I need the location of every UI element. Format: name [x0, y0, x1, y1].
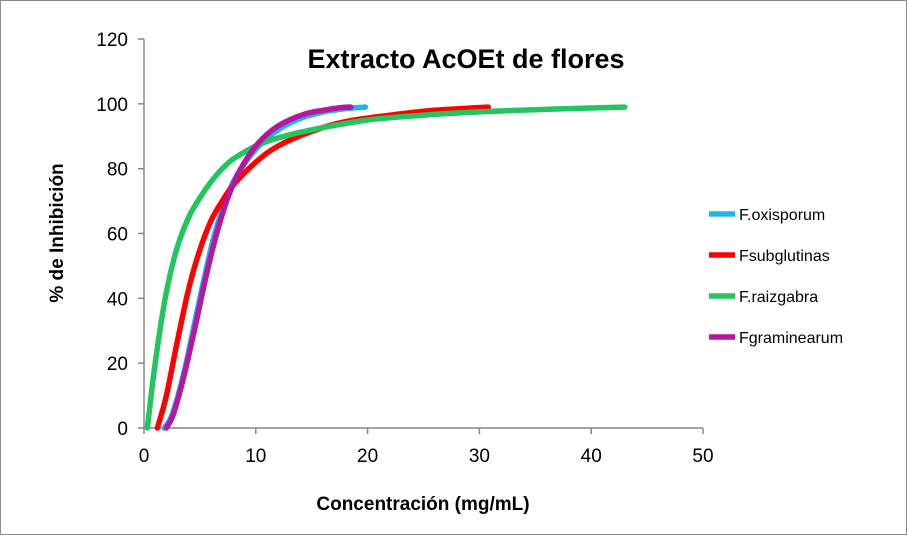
axes: 0 20 40 60 80 100 120 0 10 20 30 40 50 [96, 30, 713, 467]
series-line-2 [144, 104, 628, 431]
x-tick-label: 50 [692, 446, 713, 467]
x-tick-label: 40 [581, 446, 602, 467]
series-line-3 [163, 104, 354, 431]
curves [144, 104, 628, 431]
y-tick-label: 40 [107, 289, 128, 310]
y-tick-label: 0 [117, 419, 128, 440]
legend-label-2: F.raizgabra [739, 289, 818, 306]
chart-title: Extracto AcOEt de flores [307, 44, 624, 74]
x-tick-label: 20 [357, 446, 378, 467]
x-tick-label: 0 [139, 446, 150, 467]
y-tick-label: 20 [107, 354, 128, 375]
y-tick-label: 80 [107, 160, 128, 181]
legend: F.oxisporum Fsubglutinas F.raizgabra Fgrami… [709, 207, 843, 347]
y-tick-label: 100 [96, 95, 128, 116]
x-axis-title: Concentración (mg/mL) [316, 494, 529, 515]
y-tick-label: 120 [96, 30, 128, 51]
y-tick-label: 60 [107, 225, 128, 246]
x-tick-label: 10 [245, 446, 266, 467]
x-tick-label: 30 [469, 446, 490, 467]
legend-label-0: F.oxisporum [739, 207, 825, 224]
legend-label-3: Fgraminearum [739, 330, 843, 347]
legend-label-1: Fsubglutinas [739, 248, 830, 265]
y-axis-title: % de Inhibición [47, 163, 68, 302]
